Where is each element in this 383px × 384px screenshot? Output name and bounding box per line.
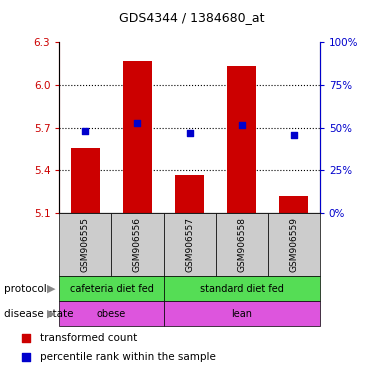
FancyBboxPatch shape [59,301,164,326]
Text: GSM906559: GSM906559 [289,217,298,272]
FancyBboxPatch shape [59,276,164,301]
Text: GDS4344 / 1384680_at: GDS4344 / 1384680_at [119,11,264,24]
Point [23,334,29,341]
Text: protocol: protocol [4,284,47,294]
FancyBboxPatch shape [59,213,111,276]
Point [239,122,245,128]
Text: lean: lean [231,309,252,319]
Text: percentile rank within the sample: percentile rank within the sample [40,352,216,362]
Text: GSM906558: GSM906558 [237,217,246,272]
Text: standard diet fed: standard diet fed [200,284,283,294]
Text: obese: obese [97,309,126,319]
FancyBboxPatch shape [268,213,320,276]
FancyBboxPatch shape [164,213,216,276]
Point [291,132,297,138]
FancyBboxPatch shape [216,213,268,276]
Point [23,354,29,360]
Text: GSM906557: GSM906557 [185,217,194,272]
Text: ▶: ▶ [47,309,56,319]
Bar [228,66,256,213]
Text: cafeteria diet fed: cafeteria diet fed [70,284,153,294]
Text: GSM906555: GSM906555 [81,217,90,272]
Bar [280,196,308,213]
Bar [123,61,152,213]
FancyBboxPatch shape [164,276,320,301]
Point [82,127,88,134]
Text: ▶: ▶ [47,284,56,294]
Bar [175,175,204,213]
Point [187,130,193,136]
FancyBboxPatch shape [111,213,164,276]
Point [134,120,141,126]
FancyBboxPatch shape [164,301,320,326]
Bar [71,147,100,213]
Text: disease state: disease state [4,309,73,319]
Text: transformed count: transformed count [40,333,137,343]
Text: GSM906556: GSM906556 [133,217,142,272]
